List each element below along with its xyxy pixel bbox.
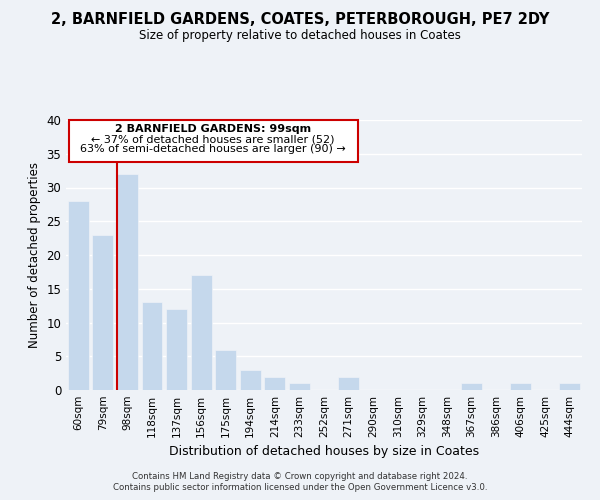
Text: ← 37% of detached houses are smaller (52): ← 37% of detached houses are smaller (52… [91, 134, 335, 144]
Text: Contains HM Land Registry data © Crown copyright and database right 2024.: Contains HM Land Registry data © Crown c… [132, 472, 468, 481]
Bar [559, 383, 580, 390]
Bar [240, 370, 261, 390]
Text: Size of property relative to detached houses in Coates: Size of property relative to detached ho… [139, 28, 461, 42]
Bar [92, 235, 113, 390]
Bar [289, 383, 310, 390]
Text: 2 BARNFIELD GARDENS: 99sqm: 2 BARNFIELD GARDENS: 99sqm [115, 124, 311, 134]
Bar [117, 174, 138, 390]
Text: 2, BARNFIELD GARDENS, COATES, PETERBOROUGH, PE7 2DY: 2, BARNFIELD GARDENS, COATES, PETERBOROU… [51, 12, 549, 28]
Bar [191, 275, 212, 390]
Bar [510, 383, 531, 390]
X-axis label: Distribution of detached houses by size in Coates: Distribution of detached houses by size … [169, 446, 479, 458]
FancyBboxPatch shape [68, 120, 358, 162]
Bar [215, 350, 236, 390]
Text: 63% of semi-detached houses are larger (90) →: 63% of semi-detached houses are larger (… [80, 144, 346, 154]
Bar [338, 376, 359, 390]
Bar [265, 376, 286, 390]
Y-axis label: Number of detached properties: Number of detached properties [28, 162, 41, 348]
Bar [166, 309, 187, 390]
Text: Contains public sector information licensed under the Open Government Licence v3: Contains public sector information licen… [113, 484, 487, 492]
Bar [142, 302, 163, 390]
Bar [461, 383, 482, 390]
Bar [68, 201, 89, 390]
